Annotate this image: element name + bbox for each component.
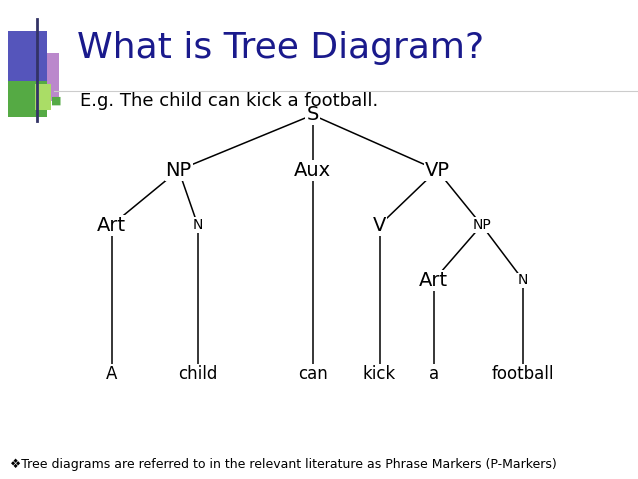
Text: Aux: Aux — [294, 160, 331, 180]
Text: ■: ■ — [51, 96, 61, 105]
Text: S: S — [306, 105, 319, 125]
Text: football: football — [492, 365, 554, 383]
Bar — [8, 31, 47, 86]
Bar — [35, 84, 51, 110]
Text: Art: Art — [97, 216, 126, 235]
Text: What is Tree Diagram?: What is Tree Diagram? — [77, 31, 484, 65]
Text: N: N — [518, 273, 528, 287]
Text: NP: NP — [166, 160, 191, 180]
Text: VP: VP — [424, 160, 450, 180]
Text: Art: Art — [419, 271, 449, 290]
Text: kick: kick — [363, 365, 396, 383]
Text: can: can — [298, 365, 327, 383]
Text: N: N — [193, 218, 203, 232]
Text: ❖Tree diagrams are referred to in the relevant literature as Phrase Markers (P-M: ❖Tree diagrams are referred to in the re… — [10, 458, 556, 471]
Text: A: A — [106, 365, 117, 383]
Text: a: a — [429, 365, 439, 383]
Text: child: child — [178, 365, 218, 383]
Text: NP: NP — [472, 218, 491, 232]
Text: E.g. The child can kick a football.: E.g. The child can kick a football. — [80, 91, 378, 110]
Bar — [8, 81, 47, 117]
Bar — [19, 53, 59, 101]
Text: V: V — [373, 216, 386, 235]
